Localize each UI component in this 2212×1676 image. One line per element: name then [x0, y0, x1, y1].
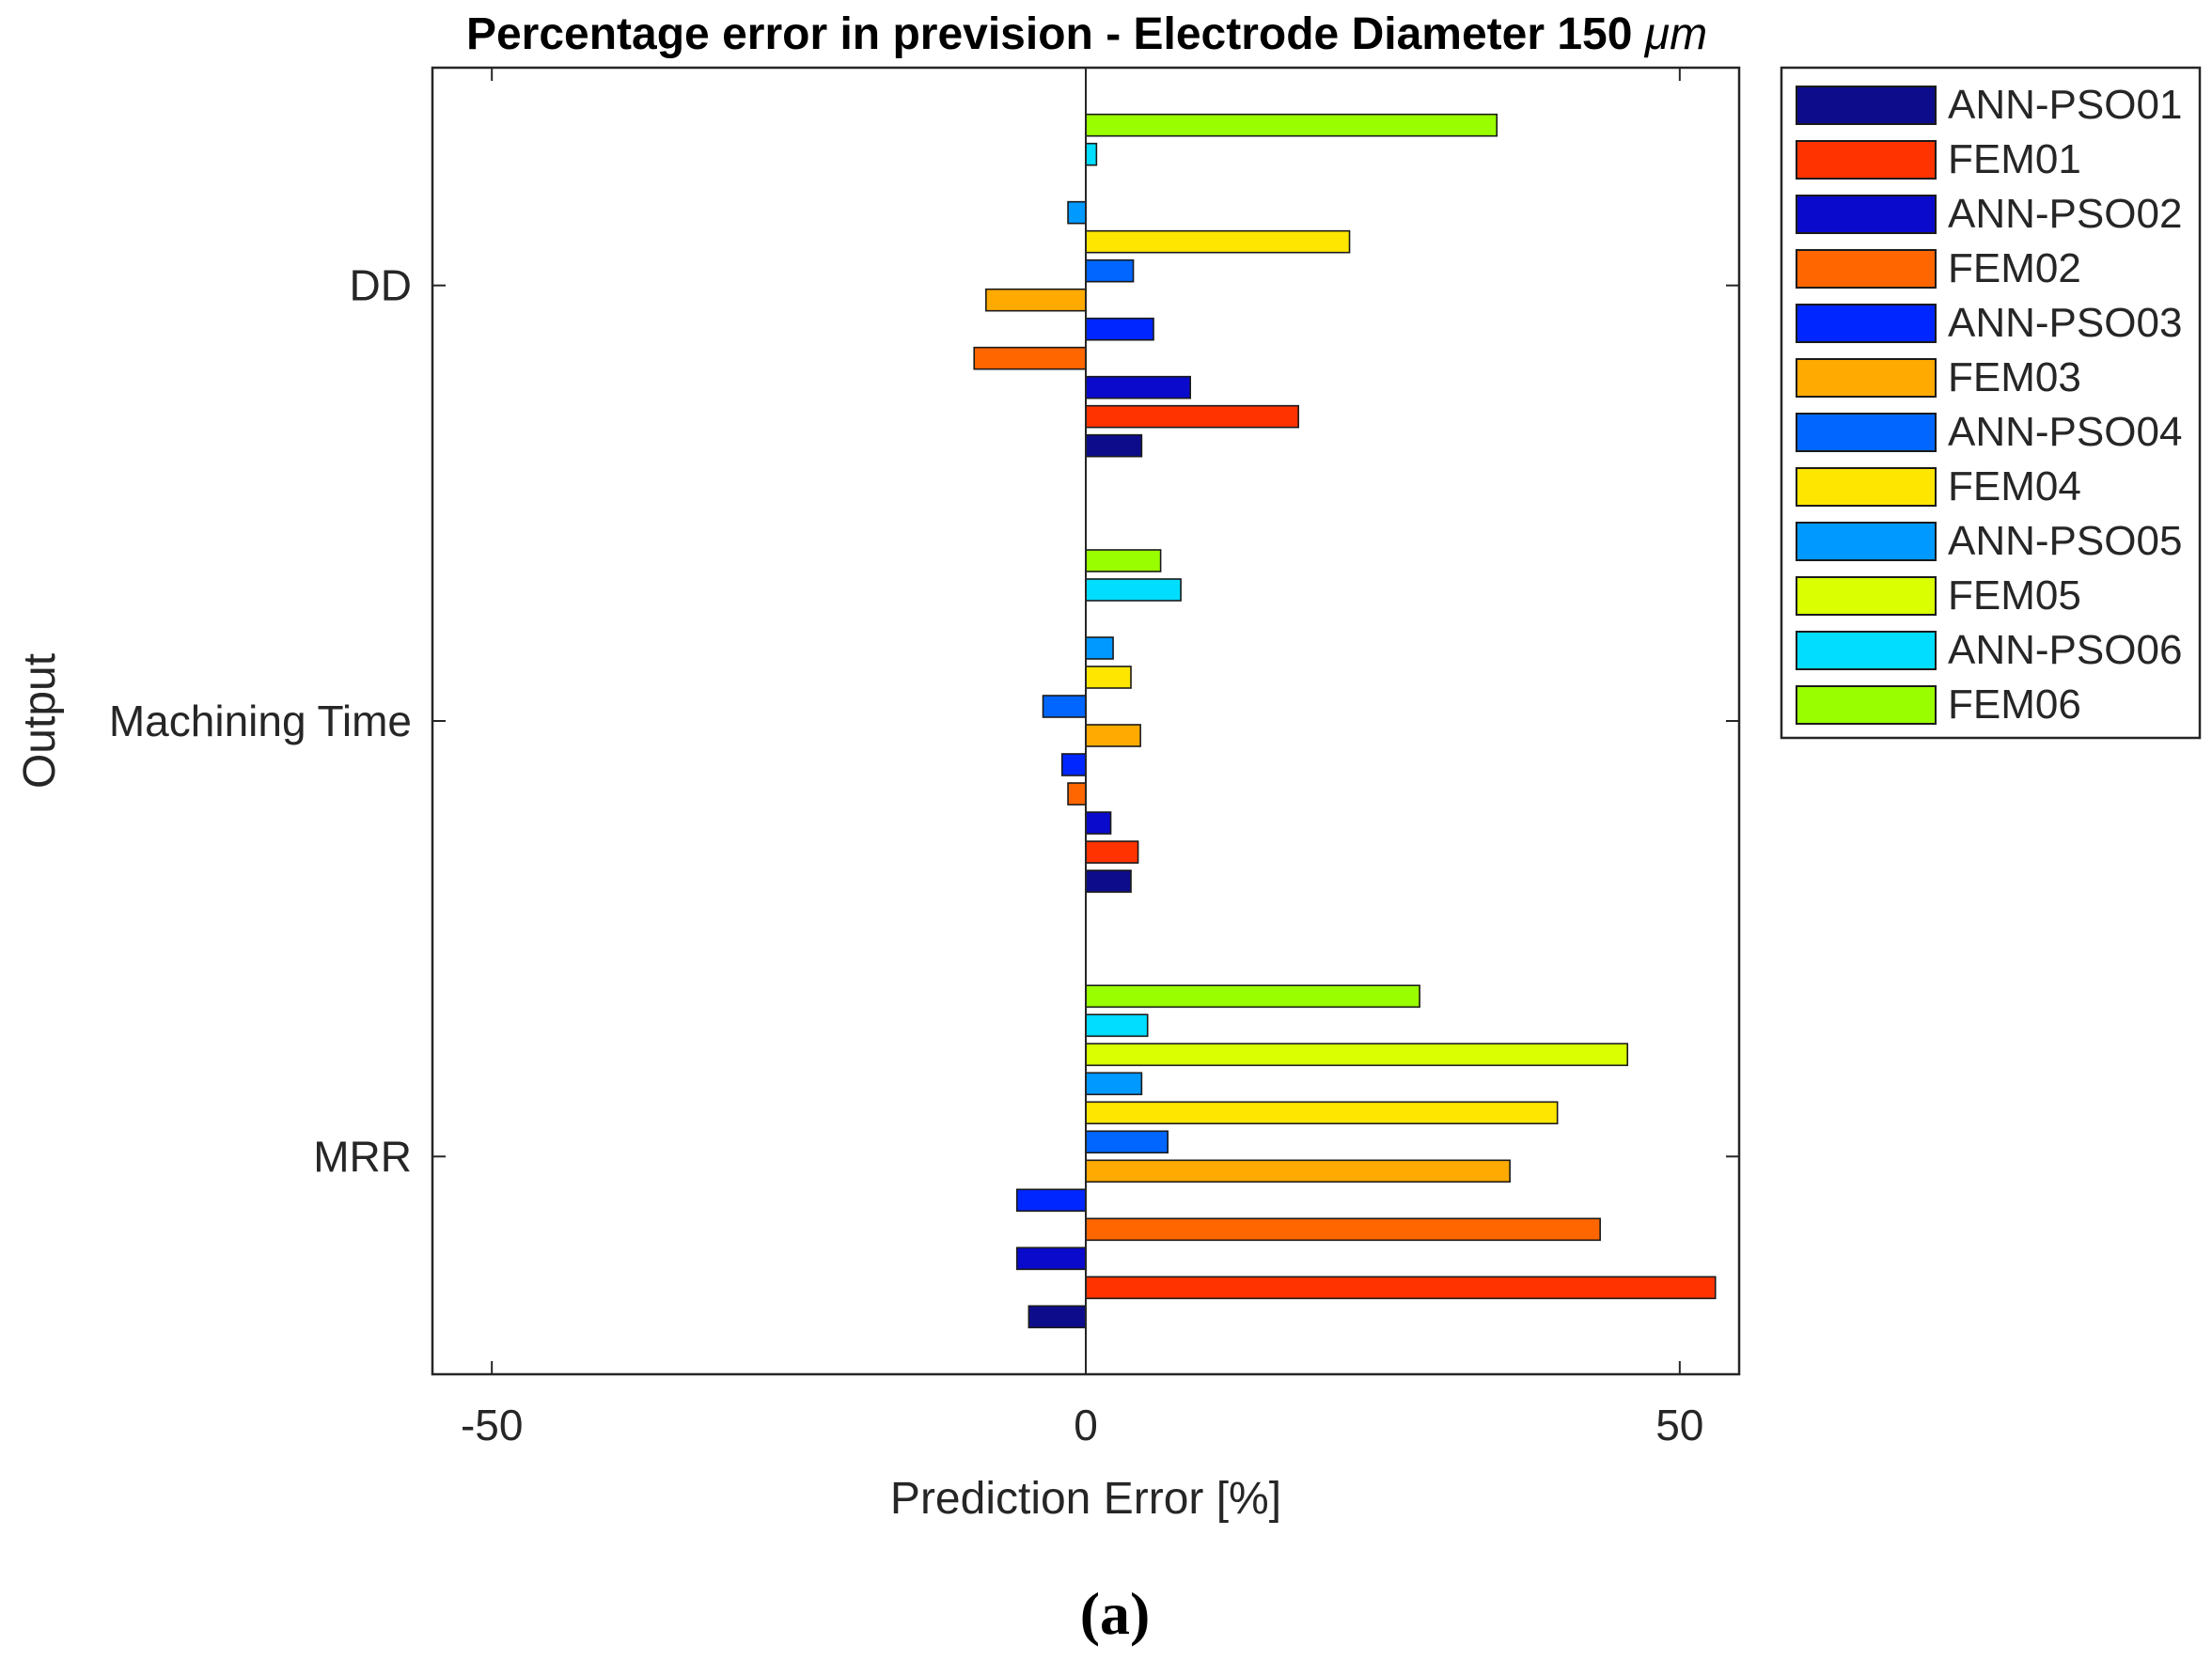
bar-fem03-dd: [985, 288, 1087, 312]
x-tick-label: 50: [1655, 1401, 1703, 1449]
bar-fem02-mrr: [1085, 1217, 1601, 1242]
legend-label: FEM02: [1948, 245, 2081, 291]
legend-swatch: [1796, 304, 1937, 343]
legend-swatch: [1796, 576, 1937, 616]
bar-fem01-mrr: [1085, 1276, 1717, 1300]
legend-swatch: [1796, 413, 1937, 452]
chart-title: Percentage error in prevision - Electrod…: [466, 9, 1707, 59]
bar-ann-pso02-dd: [1085, 375, 1191, 399]
legend-label: ANN-PSO04: [1948, 409, 2182, 455]
legend-label: FEM04: [1948, 463, 2081, 509]
bar-ann-pso06-mrr: [1085, 1013, 1149, 1038]
bar-fem03-mrr: [1085, 1159, 1511, 1183]
legend-swatch: [1796, 467, 1937, 507]
bar-ann-pso02-machining-time: [1085, 811, 1112, 835]
bar-fem05-mrr: [1085, 1042, 1629, 1067]
legend: ANN-PSO01 FEM01 ANN-PSO02 FEM02 ANN-PSO03 FEM…: [1796, 82, 2182, 728]
legend-swatch: [1796, 631, 1937, 670]
y-axis-label: Output: [15, 653, 65, 789]
bar-fem01-dd: [1085, 404, 1299, 429]
bar-ann-pso05-dd: [1067, 200, 1087, 225]
legend-label: ANN-PSO03: [1948, 300, 2182, 346]
legend-swatch: [1796, 140, 1937, 180]
bar-fem02-dd: [973, 346, 1087, 370]
bar-fem01-machining-time: [1085, 840, 1139, 864]
bar-ann-pso03-dd: [1085, 317, 1154, 341]
legend-label: FEM01: [1948, 136, 2081, 182]
x-tick-label: 0: [1074, 1401, 1098, 1449]
bar-fem06-machining-time: [1085, 549, 1162, 572]
legend-swatch: [1796, 249, 1937, 289]
bar-ann-pso06-machining-time: [1085, 578, 1182, 602]
bar-ann-pso04-machining-time: [1042, 695, 1087, 718]
bar-ann-pso06-dd: [1085, 142, 1098, 166]
legend-swatch: [1796, 358, 1937, 398]
bar-fem03-machining-time: [1085, 724, 1141, 747]
figure-caption: (a): [1080, 1580, 1151, 1647]
bar-ann-pso01-dd: [1085, 433, 1143, 458]
bar-fem04-machining-time: [1085, 666, 1132, 689]
legend-label: ANN-PSO05: [1948, 518, 2182, 564]
legend-swatch: [1796, 195, 1937, 234]
legend-swatch: [1796, 522, 1937, 561]
y-tick-label: DD: [350, 261, 412, 310]
bar-ann-pso04-dd: [1085, 258, 1135, 283]
bar-ann-pso05-machining-time: [1085, 636, 1114, 660]
legend-swatch: [1796, 86, 1937, 125]
bar-fem06-dd: [1085, 113, 1498, 137]
legend-label: FEM03: [1948, 354, 2081, 400]
bar-ann-pso01-mrr: [1028, 1305, 1087, 1329]
bar-fem02-machining-time: [1067, 782, 1087, 806]
x-tick-label: -50: [461, 1401, 523, 1449]
bar-fem04-mrr: [1085, 1101, 1559, 1125]
legend-label: ANN-PSO06: [1948, 627, 2182, 673]
bar-ann-pso03-mrr: [1015, 1188, 1087, 1213]
legend-swatch: [1796, 685, 1937, 725]
legend-label: ANN-PSO02: [1948, 191, 2182, 237]
legend-label: ANN-PSO01: [1948, 82, 2182, 128]
bar-ann-pso01-machining-time: [1085, 869, 1132, 893]
bar-fem04-dd: [1085, 229, 1351, 254]
bar-ann-pso02-mrr: [1015, 1246, 1087, 1271]
legend-label: FEM06: [1948, 681, 2081, 728]
bar-ann-pso05-mrr: [1085, 1072, 1143, 1096]
y-tick-label: MRR: [313, 1132, 412, 1181]
tick-labels: -50 0 50 MRR Machining Time DD: [109, 261, 1704, 1449]
axis-ticks: [432, 68, 1739, 1374]
x-axis-label: Prediction Error [%]: [890, 1474, 1281, 1524]
legend-label: FEM05: [1948, 572, 2081, 619]
bar-ann-pso04-mrr: [1085, 1130, 1169, 1154]
bar-ann-pso03-machining-time: [1060, 753, 1087, 776]
bar-fem06-mrr: [1085, 984, 1420, 1009]
y-tick-label: Machining Time: [109, 697, 412, 745]
